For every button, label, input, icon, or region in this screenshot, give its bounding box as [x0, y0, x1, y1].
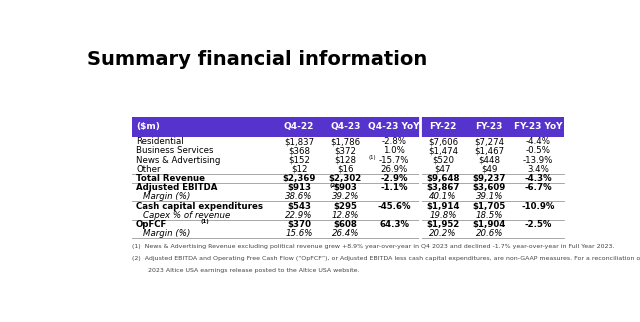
Text: $913: $913 [287, 183, 311, 192]
Text: 40.1%: 40.1% [429, 192, 457, 201]
Text: FY-23: FY-23 [476, 122, 503, 131]
Text: Cash capital expenditures: Cash capital expenditures [136, 202, 263, 211]
Text: -1.1%: -1.1% [380, 183, 408, 192]
Text: Q4-22: Q4-22 [284, 122, 314, 131]
Text: $368: $368 [288, 147, 310, 156]
Text: Summary financial information: Summary financial information [88, 50, 428, 69]
Text: $1,786: $1,786 [330, 137, 360, 146]
Text: $520: $520 [432, 156, 454, 165]
Text: $372: $372 [335, 147, 356, 156]
Text: $1,914: $1,914 [426, 202, 460, 211]
Text: (1): (1) [369, 155, 376, 160]
Bar [132, 117, 564, 137]
Text: ($m): ($m) [136, 122, 160, 131]
Text: 26.4%: 26.4% [332, 229, 359, 238]
Text: 15.6%: 15.6% [285, 229, 313, 238]
Text: $152: $152 [288, 156, 310, 165]
Text: $7,606: $7,606 [428, 137, 458, 146]
Text: -4.4%: -4.4% [525, 137, 550, 146]
Text: (1)  News & Advertising Revenue excluding political revenue grew +8.9% year-over: (1) News & Advertising Revenue excluding… [132, 244, 614, 250]
Text: $3,867: $3,867 [426, 183, 460, 192]
Text: -13.9%: -13.9% [523, 156, 553, 165]
Text: $295: $295 [333, 202, 357, 211]
Text: Other: Other [136, 165, 161, 174]
Text: 38.6%: 38.6% [285, 192, 313, 201]
Text: $1,837: $1,837 [284, 137, 314, 146]
Text: 1.0%: 1.0% [383, 147, 405, 156]
Text: -2.9%: -2.9% [380, 174, 408, 183]
Text: News & Advertising: News & Advertising [136, 156, 220, 165]
Text: $3,609: $3,609 [472, 183, 506, 192]
Text: $9,237: $9,237 [472, 174, 506, 183]
Text: Q4-23: Q4-23 [330, 122, 360, 131]
Text: FY-22: FY-22 [429, 122, 456, 131]
Text: 3.4%: 3.4% [527, 165, 549, 174]
Text: 12.8%: 12.8% [332, 211, 359, 220]
Text: $543: $543 [287, 202, 311, 211]
Text: $7,274: $7,274 [474, 137, 504, 146]
Text: (2)  Adjusted EBITDA and Operating Free Cash Flow (“OpFCF”), or Adjusted EBITDA : (2) Adjusted EBITDA and Operating Free C… [132, 256, 640, 261]
Text: $1,474: $1,474 [428, 147, 458, 156]
Text: 26.9%: 26.9% [381, 165, 408, 174]
Text: 39.1%: 39.1% [476, 192, 503, 201]
Text: 39.2%: 39.2% [332, 192, 359, 201]
Text: -15.7%: -15.7% [379, 156, 410, 165]
Text: 20.6%: 20.6% [476, 229, 503, 238]
Text: OpFCF: OpFCF [136, 220, 167, 229]
Text: FY-23 YoY: FY-23 YoY [514, 122, 563, 131]
Text: $47: $47 [435, 165, 451, 174]
Text: Total Revenue: Total Revenue [136, 174, 205, 183]
Text: $2,369: $2,369 [282, 174, 316, 183]
Text: $12: $12 [291, 165, 307, 174]
Text: -2.5%: -2.5% [524, 220, 552, 229]
Text: Residential: Residential [136, 137, 184, 146]
Text: (2): (2) [330, 183, 339, 188]
Text: $1,705: $1,705 [472, 202, 506, 211]
Text: $608: $608 [333, 220, 357, 229]
Text: -45.6%: -45.6% [378, 202, 411, 211]
Text: $2,302: $2,302 [329, 174, 362, 183]
Text: 64.3%: 64.3% [379, 220, 409, 229]
Text: $128: $128 [335, 156, 356, 165]
Text: Q4-23 YoY: Q4-23 YoY [369, 122, 420, 131]
Text: $370: $370 [287, 220, 311, 229]
Text: $49: $49 [481, 165, 497, 174]
Text: $448: $448 [478, 156, 500, 165]
Text: Margin (%): Margin (%) [143, 229, 190, 238]
Text: -2.8%: -2.8% [381, 137, 406, 146]
Text: $1,904: $1,904 [472, 220, 506, 229]
Text: 18.5%: 18.5% [476, 211, 503, 220]
Text: Margin (%): Margin (%) [143, 192, 190, 201]
Text: -0.5%: -0.5% [525, 147, 550, 156]
Text: Capex % of revenue: Capex % of revenue [143, 211, 230, 220]
Text: $1,952: $1,952 [426, 220, 460, 229]
Text: Adjusted EBITDA: Adjusted EBITDA [136, 183, 218, 192]
Text: 19.8%: 19.8% [429, 211, 457, 220]
Text: $903: $903 [333, 183, 357, 192]
Text: $16: $16 [337, 165, 354, 174]
Text: $1,467: $1,467 [474, 147, 504, 156]
Text: -10.9%: -10.9% [522, 202, 555, 211]
Text: 22.9%: 22.9% [285, 211, 313, 220]
Text: $9,648: $9,648 [426, 174, 460, 183]
Text: 2023 Altice USA earnings release posted to the Altice USA website.: 2023 Altice USA earnings release posted … [132, 268, 360, 273]
Text: -6.7%: -6.7% [524, 183, 552, 192]
Text: (1): (1) [200, 219, 209, 224]
Text: 20.2%: 20.2% [429, 229, 457, 238]
Text: -4.3%: -4.3% [524, 174, 552, 183]
Text: Business Services: Business Services [136, 147, 214, 156]
